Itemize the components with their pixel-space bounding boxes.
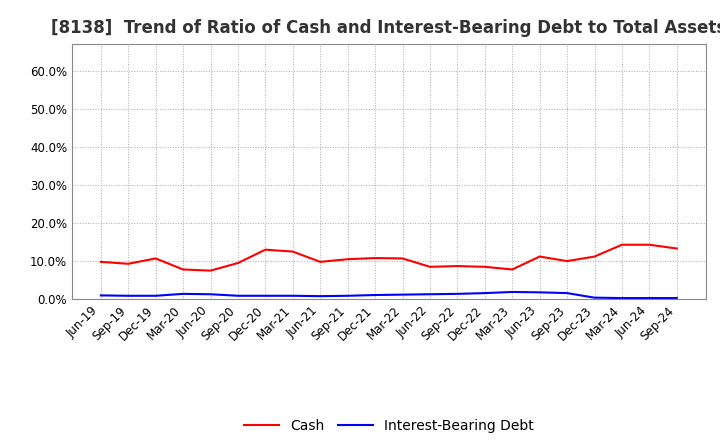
Cash xyxy=(151,256,160,261)
Cash xyxy=(233,260,242,266)
Interest-Bearing Debt xyxy=(618,295,626,301)
Cash xyxy=(398,256,407,261)
Cash xyxy=(453,264,462,269)
Cash xyxy=(672,246,681,251)
Cash xyxy=(508,267,516,272)
Legend: Cash, Interest-Bearing Debt: Cash, Interest-Bearing Debt xyxy=(238,413,539,438)
Cash xyxy=(480,264,489,269)
Title: [8138]  Trend of Ratio of Cash and Interest-Bearing Debt to Total Assets: [8138] Trend of Ratio of Cash and Intere… xyxy=(51,19,720,37)
Cash xyxy=(206,268,215,273)
Interest-Bearing Debt xyxy=(480,290,489,296)
Interest-Bearing Debt xyxy=(563,290,572,296)
Cash xyxy=(563,258,572,264)
Interest-Bearing Debt xyxy=(672,295,681,301)
Interest-Bearing Debt xyxy=(289,293,297,298)
Cash xyxy=(179,267,187,272)
Interest-Bearing Debt xyxy=(179,291,187,297)
Cash xyxy=(536,254,544,259)
Cash xyxy=(343,257,352,262)
Cash xyxy=(316,259,325,264)
Interest-Bearing Debt xyxy=(536,290,544,295)
Interest-Bearing Debt xyxy=(124,293,132,298)
Cash xyxy=(261,247,270,252)
Line: Cash: Cash xyxy=(101,245,677,271)
Cash xyxy=(590,254,599,259)
Interest-Bearing Debt xyxy=(398,292,407,297)
Interest-Bearing Debt xyxy=(206,292,215,297)
Interest-Bearing Debt xyxy=(371,292,379,297)
Cash xyxy=(618,242,626,247)
Interest-Bearing Debt xyxy=(316,293,325,299)
Interest-Bearing Debt xyxy=(590,295,599,301)
Interest-Bearing Debt xyxy=(261,293,270,298)
Cash xyxy=(371,256,379,261)
Interest-Bearing Debt xyxy=(426,292,434,297)
Interest-Bearing Debt xyxy=(343,293,352,298)
Interest-Bearing Debt xyxy=(453,291,462,297)
Cash xyxy=(124,261,132,266)
Interest-Bearing Debt xyxy=(233,293,242,298)
Cash xyxy=(426,264,434,269)
Line: Interest-Bearing Debt: Interest-Bearing Debt xyxy=(101,292,677,298)
Interest-Bearing Debt xyxy=(151,293,160,298)
Cash xyxy=(645,242,654,247)
Cash xyxy=(96,259,105,264)
Cash xyxy=(289,249,297,254)
Interest-Bearing Debt xyxy=(96,293,105,298)
Interest-Bearing Debt xyxy=(645,295,654,301)
Interest-Bearing Debt xyxy=(508,290,516,295)
